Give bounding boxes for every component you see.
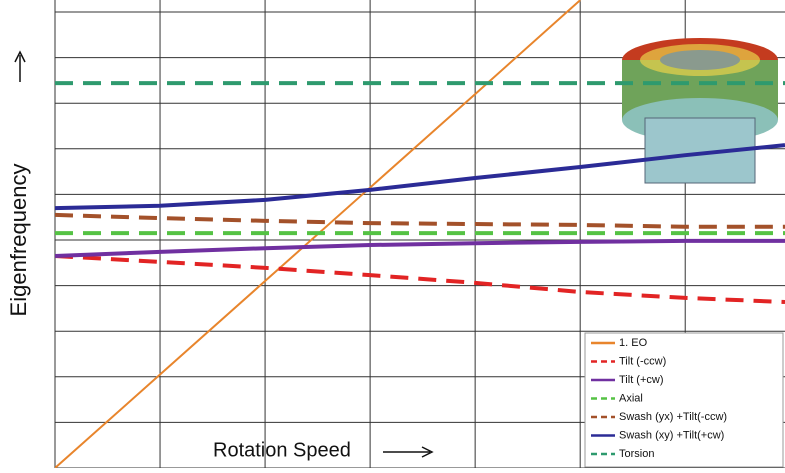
legend-label: Swash (yx) +Tilt(-ccw) (619, 411, 727, 423)
legend-label: Tilt (+cw) (619, 374, 664, 386)
legend-label: Torsion (619, 448, 654, 460)
x-axis-label: Rotation Speed (213, 439, 351, 461)
series-line (55, 215, 785, 227)
page: Eigenfrequency Rotation Speed 1. EO Tilt … (0, 0, 785, 468)
legend-label: 1. EO (619, 337, 648, 349)
series-line (55, 241, 785, 256)
legend-label: Axial (619, 392, 643, 404)
legend: 1. EO Tilt (-ccw) Tilt (+cw) Axial Swash (yx… (585, 333, 783, 467)
chart: Eigenfrequency Rotation Speed 1. EO Tilt … (0, 0, 785, 468)
legend-label: Swash (xy) +Tilt(+cw) (619, 429, 724, 441)
legend-box (585, 333, 783, 467)
series-line (55, 256, 785, 302)
y-axis-label: Eigenfrequency (6, 164, 31, 317)
legend-label: Tilt (-ccw) (619, 355, 666, 367)
